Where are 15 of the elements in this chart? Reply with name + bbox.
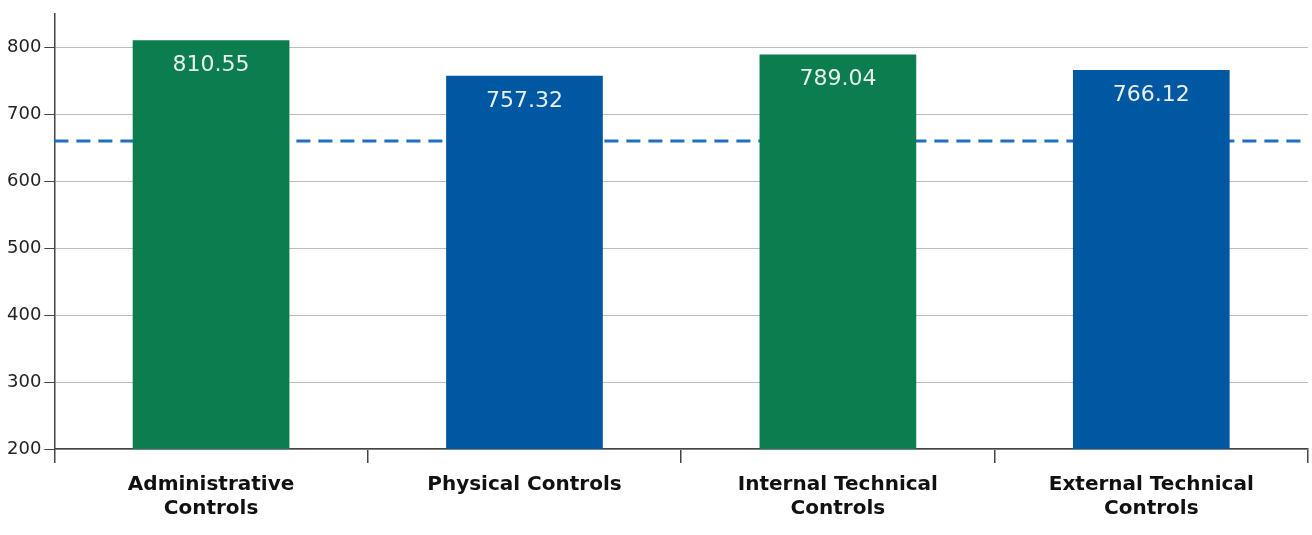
data-label: 766.12 xyxy=(1112,80,1190,106)
y-tick-label: 700 xyxy=(7,101,42,123)
x-tick-label: Internal Technical Controls xyxy=(737,471,938,520)
data-label: 757.32 xyxy=(485,86,563,112)
y-tick-label: 500 xyxy=(7,235,42,257)
y-tick-label: 300 xyxy=(7,369,42,391)
x-tick-label: Administrative Controls xyxy=(127,471,295,520)
x-tick-label: Physical Controls xyxy=(427,471,622,496)
y-tick-label: 400 xyxy=(7,302,42,324)
y-tick-label: 800 xyxy=(7,34,42,56)
y-tick-label: 200 xyxy=(7,436,42,458)
data-label: 789.04 xyxy=(799,65,877,91)
data-label: 810.55 xyxy=(172,50,250,76)
y-tick-label: 600 xyxy=(7,168,42,190)
x-tick-label: External Technical Controls xyxy=(1048,471,1254,520)
